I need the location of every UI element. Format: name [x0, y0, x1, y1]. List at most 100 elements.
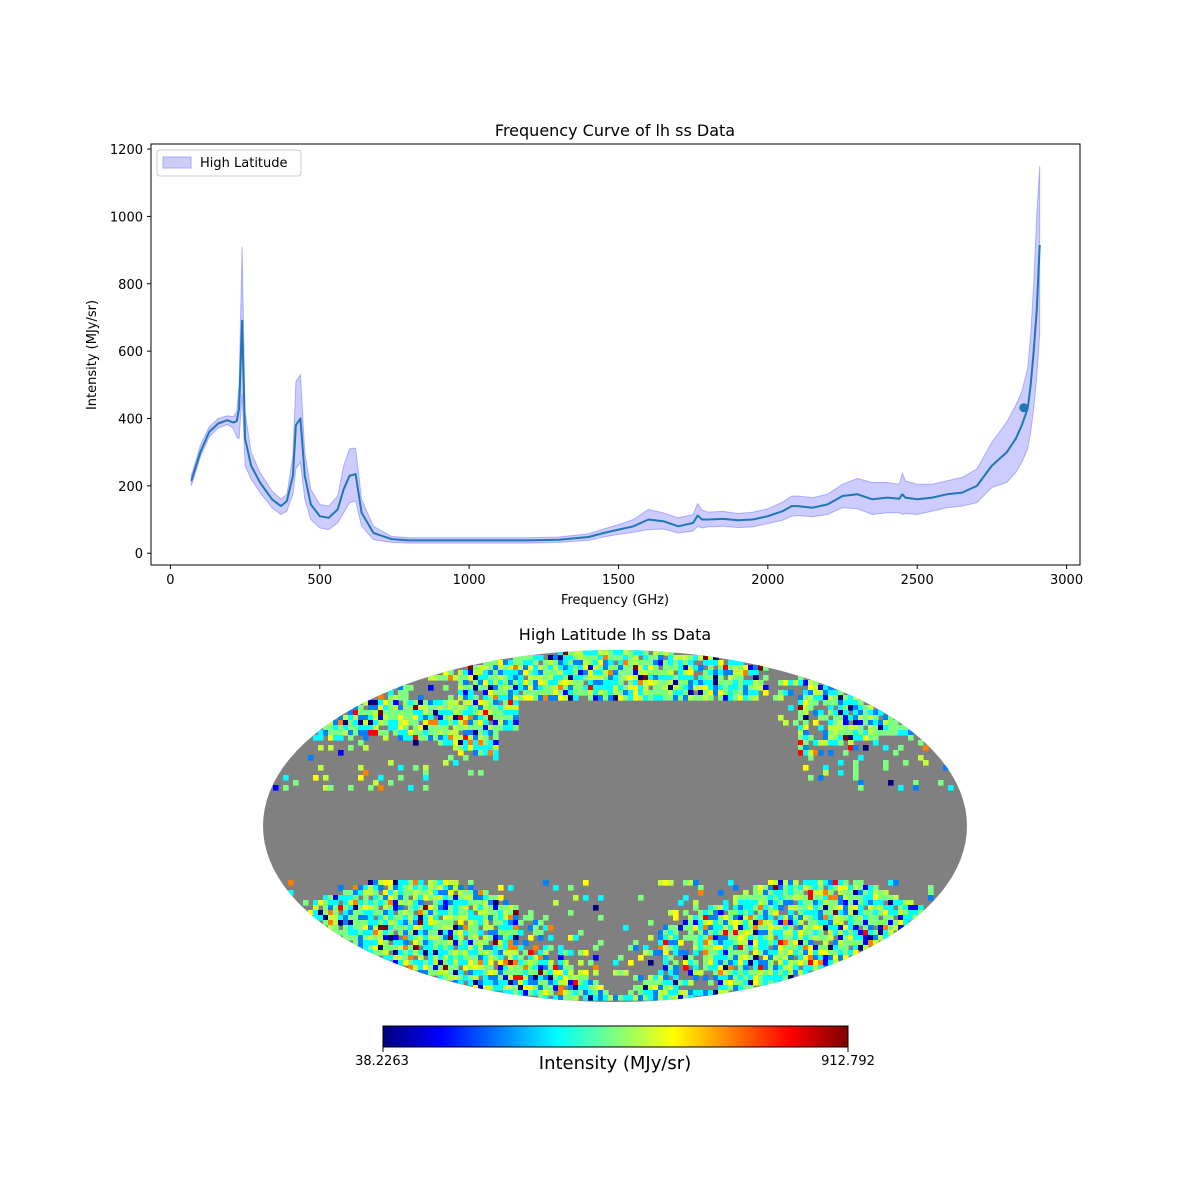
sky-pixel [633, 650, 639, 656]
sky-pixel [458, 745, 464, 751]
sky-pixel [838, 915, 844, 921]
sky-pixel [543, 985, 549, 991]
sky-pixel [883, 925, 889, 931]
sky-pixel [568, 995, 574, 1001]
sky-pixel [453, 700, 459, 706]
sky-pixel [523, 965, 529, 971]
sky-pixel [593, 985, 599, 991]
sky-pixel [453, 745, 459, 751]
sky-pixel [733, 670, 739, 676]
sky-pixel [613, 685, 619, 691]
sky-pixel [503, 960, 509, 966]
sky-pixel [823, 925, 829, 931]
sky-pixel [718, 690, 724, 696]
sky-pixel [368, 885, 374, 891]
sky-pixel [508, 935, 514, 941]
sky-pixel [868, 890, 874, 896]
sky-pixel [658, 995, 664, 1001]
sky-pixel [443, 935, 449, 941]
sky-pixel [853, 925, 859, 931]
sky-pixel [793, 970, 799, 976]
sky-pixel [818, 965, 824, 971]
sky-pixel [493, 720, 499, 726]
sky-pixel [398, 715, 404, 721]
sky-pixel [488, 980, 494, 986]
sky-pixel [438, 970, 444, 976]
sky-pixel [873, 725, 879, 731]
sky-pixel [853, 705, 859, 711]
sky-pixel [863, 925, 869, 931]
sky-pixel [718, 965, 724, 971]
sky-pixel [513, 955, 519, 961]
sky-pixel [353, 920, 359, 926]
legend-label-high-latitude: High Latitude [200, 156, 288, 171]
sky-pixel [828, 935, 834, 941]
sky-pixel [788, 915, 794, 921]
sky-pixel [813, 685, 819, 691]
sky-pixel [403, 910, 409, 916]
sky-pixel [603, 655, 609, 661]
sky-pixel [533, 680, 539, 686]
sky-pixel [433, 885, 439, 891]
sky-pixel [633, 660, 639, 666]
sky-pixel [488, 970, 494, 976]
sky-pixel [813, 915, 819, 921]
sky-pixel [548, 965, 554, 971]
sky-pixel [648, 975, 654, 981]
sky-pixel [888, 780, 894, 786]
sky-pixel [808, 900, 814, 906]
sky-pixel [493, 920, 499, 926]
sky-pixel [753, 960, 759, 966]
sky-pixel [438, 900, 444, 906]
sky-pixel [473, 675, 479, 681]
sky-pixel [368, 940, 374, 946]
sky-pixel [583, 880, 589, 886]
sky-pixel [453, 930, 459, 936]
sky-pixel [433, 915, 439, 921]
sky-pixel [573, 990, 579, 996]
sky-pixel [723, 680, 729, 686]
sky-pixel [643, 650, 649, 656]
sky-pixel [348, 735, 354, 741]
sky-pixel [908, 730, 914, 736]
sky-pixel [358, 720, 364, 726]
sky-pixel [678, 665, 684, 671]
x-tick-label: 2500 [901, 573, 934, 588]
sky-pixel [823, 740, 829, 746]
sky-pixel [513, 975, 519, 981]
sky-pixel [738, 895, 744, 901]
sky-pixel [803, 710, 809, 716]
sky-pixel [548, 990, 554, 996]
sky-pixel [703, 675, 709, 681]
sky-pixel [818, 750, 824, 756]
sky-pixel [808, 705, 814, 711]
sky-pixel [553, 675, 559, 681]
sky-pixel [528, 985, 534, 991]
sky-pixel [473, 930, 479, 936]
sky-pixel [768, 895, 774, 901]
sky-pixel [748, 905, 754, 911]
sky-pixel [808, 910, 814, 916]
sky-pixel [398, 920, 404, 926]
sky-pixel [558, 995, 564, 1001]
sky-pixel [763, 930, 769, 936]
sky-pixel [728, 960, 734, 966]
sky-pixel [663, 985, 669, 991]
sky-pixel [543, 690, 549, 696]
sky-pixel [448, 960, 454, 966]
sky-pixel [488, 935, 494, 941]
sky-pixel [763, 890, 769, 896]
sky-pixel [488, 900, 494, 906]
sky-pixel [513, 725, 519, 731]
sky-pixel [343, 730, 349, 736]
sky-pixel [648, 950, 654, 956]
sky-pixel [808, 950, 814, 956]
sky-pixel [758, 905, 764, 911]
sky-pixel [393, 695, 399, 701]
sky-pixel [918, 755, 924, 761]
sky-pixel [468, 890, 474, 896]
sky-pixel [488, 925, 494, 931]
y-tick-label: 1000 [110, 210, 143, 225]
sky-pixel [598, 940, 604, 946]
sky-pixel [358, 940, 364, 946]
